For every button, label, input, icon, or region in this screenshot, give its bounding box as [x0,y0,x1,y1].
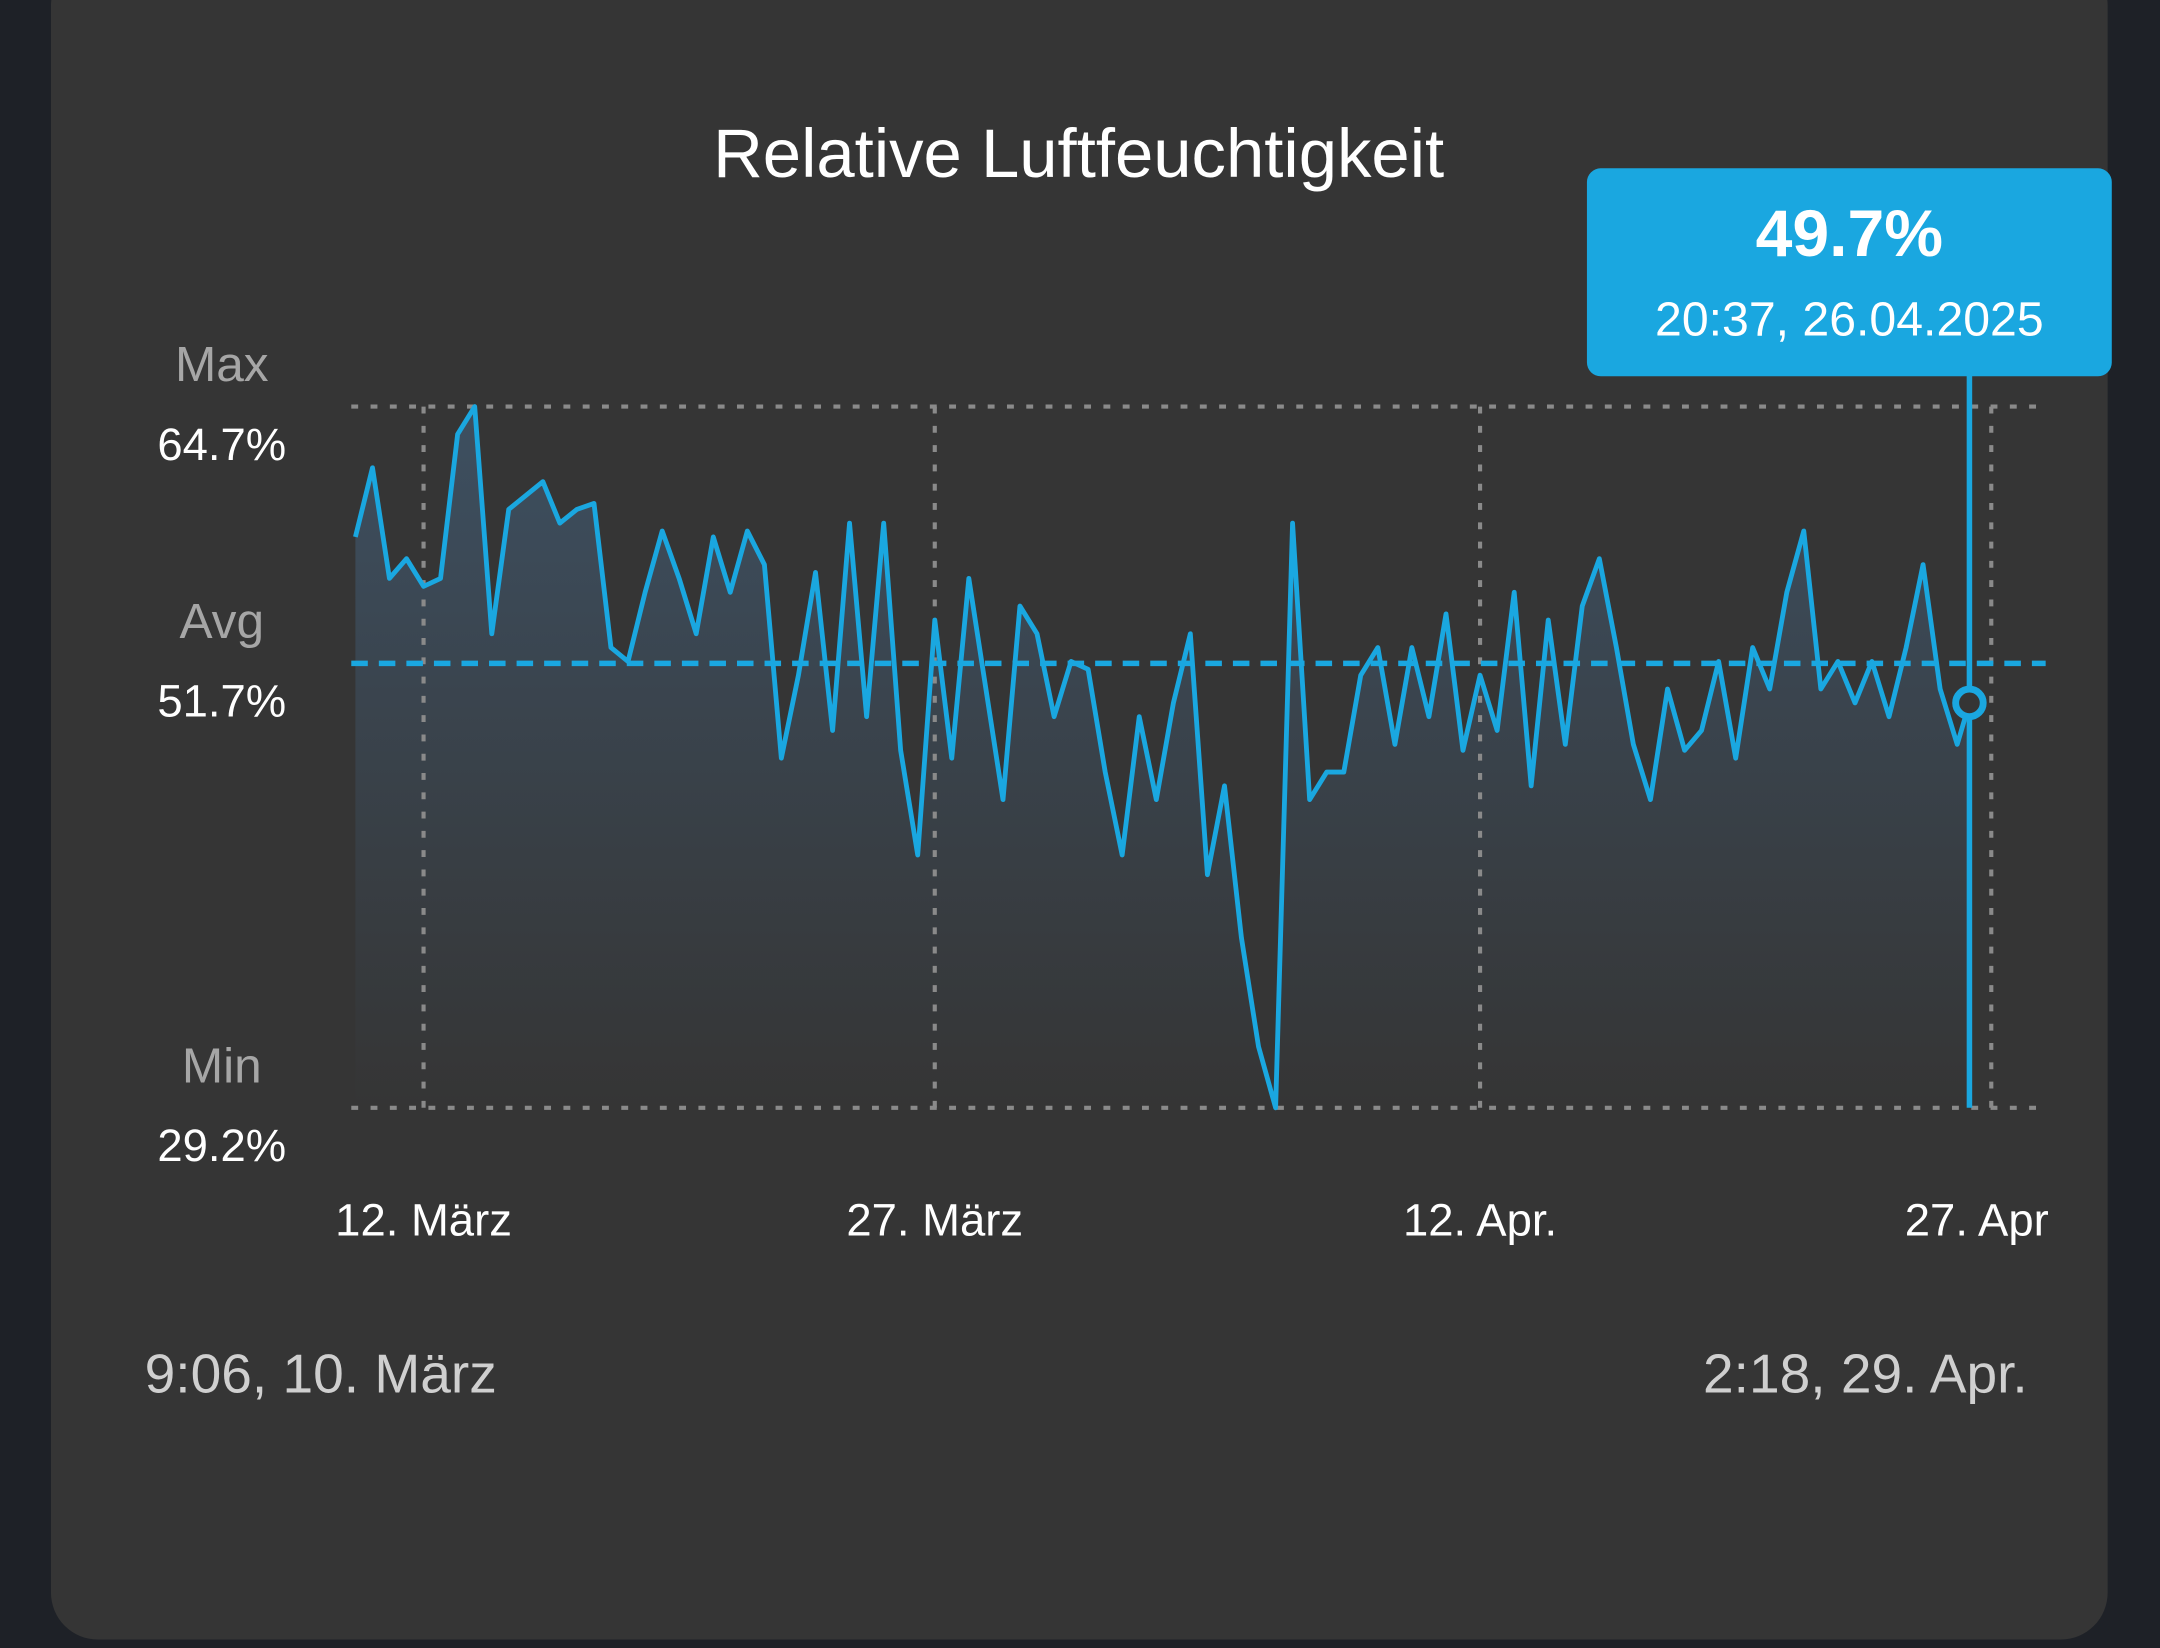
y-tick-label: 51.7% [157,676,286,727]
x-tick-label: 12. Apr. [1403,1194,1557,1245]
range-end-label: 2:18, 29. Apr. [1703,1342,2028,1404]
x-tick-label: 27. März [846,1194,1023,1245]
y-tick-label: 64.7% [157,419,286,470]
y-tick-label: 29.2% [157,1120,286,1171]
data-line [353,404,1972,1111]
chart-title: Relative Luftfeuchtigkeit [713,115,1444,192]
area-fill [355,406,1970,1108]
x-tick-label: 12. März [335,1194,512,1245]
selected-point [1952,685,1987,721]
x-tick-label: 27. Apr [1905,1194,2049,1245]
y-tick-name: Max [175,336,269,392]
tooltip-box [1586,168,2112,377]
range-start-label: 9:06, 10. März [145,1342,497,1404]
y-tick-name: Min [182,1037,262,1093]
y-tick-name: Avg [180,593,265,649]
tooltip-time: 20:37, 26.04.2025 [1655,292,2044,346]
tooltip-value: 49.7% [1756,197,1943,271]
